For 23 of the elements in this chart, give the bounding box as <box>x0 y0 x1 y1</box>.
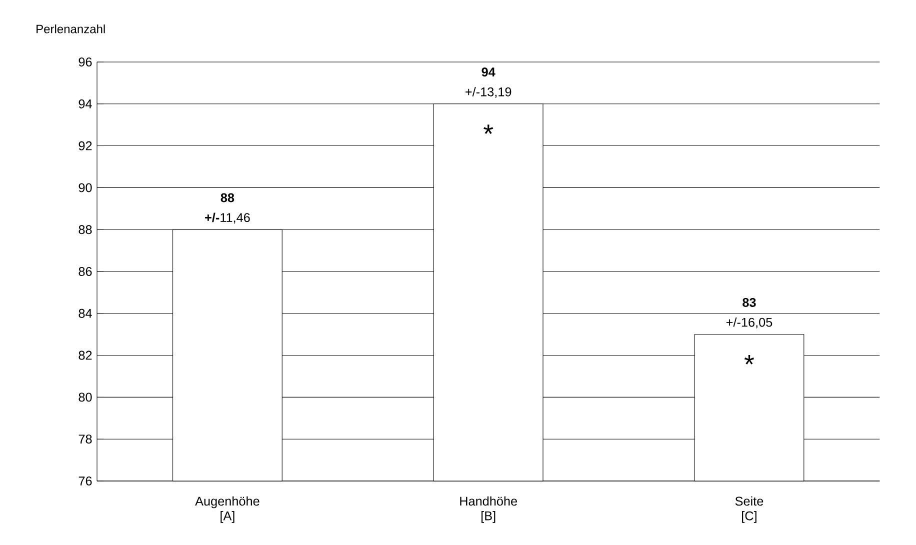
data-label: 94 <box>482 68 496 77</box>
y-tick-label: 80 <box>78 392 92 402</box>
y-axis-title: Perlenanzahl <box>36 24 105 34</box>
y-tick-label: 84 <box>78 308 92 318</box>
y-tick-label: 94 <box>78 99 92 108</box>
y-tick-label: 76 <box>78 476 92 486</box>
annotation: * <box>484 124 494 134</box>
annotation: +/-13,19 <box>466 87 512 98</box>
y-tick-label: 78 <box>78 434 92 444</box>
y-tick-label: 96 <box>78 58 92 66</box>
y-tick-label: 92 <box>78 141 92 150</box>
data-label: 83 <box>742 298 756 307</box>
y-tick-label: 90 <box>78 183 92 192</box>
x-tick-label: Handhöhe [B] <box>460 496 517 523</box>
y-tick-label: 88 <box>78 225 92 234</box>
annotation: * <box>744 355 754 364</box>
y-tick-label: 86 <box>78 267 92 276</box>
data-label: 88 <box>220 193 234 202</box>
y-tick-label: 82 <box>78 350 92 360</box>
x-tick-label: Augenhöhe [A] <box>195 496 260 523</box>
annotation: +/-16,05 <box>726 317 772 328</box>
annotation: +/-11,46 <box>205 212 250 224</box>
x-tick-label: Seite [C] <box>735 496 764 523</box>
